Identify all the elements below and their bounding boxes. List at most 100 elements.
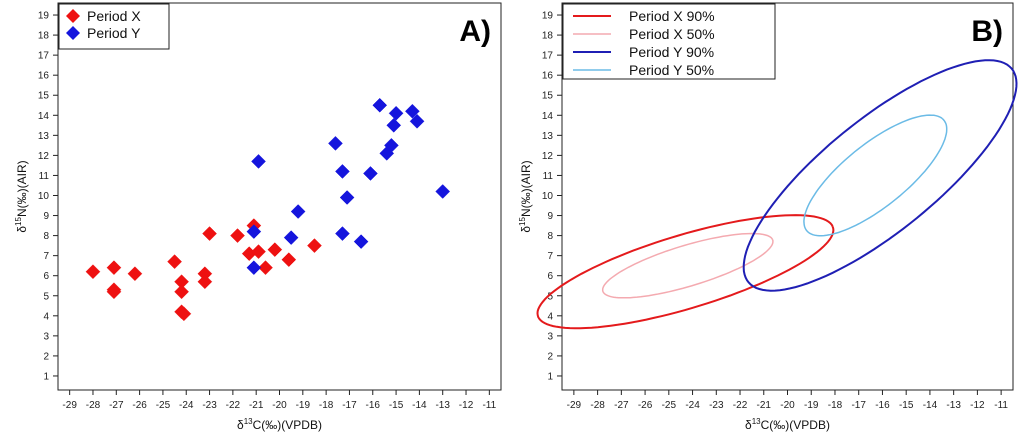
y-tick-label: 10 — [542, 191, 554, 202]
ellipse-period-y-50 — [803, 114, 948, 237]
x-tick-label: -27 — [614, 400, 629, 411]
scatter-point-period-y — [328, 136, 343, 151]
x-tick-label: -17 — [851, 400, 866, 411]
scatter-point-period-x — [281, 252, 297, 268]
x-tick-label: -25 — [156, 400, 171, 411]
x-axis-label-unit: C(‰)(VPDB) — [253, 418, 322, 432]
scatter-point-period-y — [335, 164, 350, 179]
x-tick-label: -29 — [62, 400, 77, 411]
y-tick-label: 3 — [43, 331, 49, 342]
scatter-point-period-x — [251, 244, 266, 259]
y-tick-label: 7 — [547, 251, 553, 262]
chart-panel-a: -29 -28 -27 -26 -25 -24 -23 -22 -21 -20 -19 -18 -17-… — [14, 2, 502, 432]
legend-item: Period Y 50% — [573, 62, 714, 78]
y-tick-label: 14 — [542, 111, 554, 122]
x-tick-label: -19 — [296, 400, 311, 411]
y-tick-label: 4 — [547, 311, 553, 322]
x-tick-label: -14 — [923, 400, 938, 411]
x-tick-label: -12 — [459, 400, 474, 411]
chart-panel-b: -29 -28 -27 -26 -25 -24 -23 -22 -21 -20 -19 -18 -17-… — [518, 2, 1018, 432]
legend-diamond-icon — [66, 9, 80, 23]
y-tick-label: 11 — [543, 171, 554, 182]
x-tick-label: -19 — [804, 400, 819, 411]
x-tick-label: -23 — [709, 400, 724, 411]
scatter-point-period-x — [127, 266, 143, 282]
legend-box — [58, 3, 170, 50]
scatter-point-period-y — [435, 184, 451, 199]
scatter-point-period-x — [267, 242, 283, 257]
x-tick-label: -12 — [970, 400, 985, 411]
y-tick-label: 1 — [43, 371, 49, 382]
x-tick-label: -18 — [319, 400, 334, 411]
scatter-point-period-y — [363, 166, 378, 181]
y-tick-label: 8 — [547, 231, 553, 242]
legend-label: Period X 90% — [629, 8, 715, 24]
y-tick-label: 19 — [542, 11, 554, 22]
y-tick-label: 18 — [38, 31, 50, 42]
x-tick-label: -11 — [482, 400, 496, 411]
scatter-point-period-y — [283, 230, 299, 245]
y-tick-label: 2 — [43, 351, 49, 362]
scatter-point-period-x — [197, 274, 213, 290]
scatter-point-period-y — [339, 190, 355, 205]
y-tick-label: 14 — [38, 111, 50, 122]
scatter-point-period-y — [409, 113, 425, 129]
legend-diamond-icon — [66, 26, 80, 40]
scatter-point-period-y — [384, 138, 399, 153]
x-tick-label: -13 — [435, 400, 450, 411]
legend-label: Period X — [87, 8, 141, 24]
x-tick-label: -26 — [638, 400, 653, 411]
x-tick-label: -17 — [342, 400, 357, 411]
y-tick-label: 5 — [547, 291, 553, 302]
x-axis-label: δ13C(‰)(VPDB) — [745, 417, 830, 432]
y-axis-label-superscript: 15 — [518, 216, 527, 225]
y-axis-label-superscript: 15 — [14, 216, 23, 225]
y-tick-label: 13 — [542, 131, 554, 142]
legend-item: Period Y 90% — [573, 44, 714, 60]
y-axis-label: δ15N(‰)(AIR) — [518, 160, 533, 232]
y-tick-label: 4 — [43, 311, 49, 322]
y-tick-label: 11 — [39, 171, 50, 182]
x-tick-label: -25 — [662, 400, 677, 411]
x-axis-label-prefix: δ — [745, 418, 752, 432]
y-tick-label: 16 — [38, 71, 50, 82]
scatter-point-period-y — [246, 260, 262, 276]
scatter-point-period-x — [202, 226, 217, 241]
x-tick-label: -18 — [828, 400, 843, 411]
x-tick-label: -22 — [226, 400, 241, 411]
y-axis-label-unit: N(‰)(AIR) — [15, 160, 29, 217]
scatter-point-period-y — [372, 97, 388, 113]
scatter-point-period-y — [353, 234, 369, 249]
x-tick-label: -29 — [567, 400, 582, 411]
y-tick-label: 18 — [542, 31, 554, 42]
x-tick-label: -20 — [780, 400, 795, 411]
scatter-point-period-x — [106, 284, 122, 300]
legend-label: Period Y 90% — [629, 44, 714, 60]
x-tick-label: -20 — [272, 400, 287, 411]
x-tick-label: -22 — [733, 400, 748, 411]
x-tick-label: -15 — [389, 400, 404, 411]
y-tick-label: 9 — [547, 211, 553, 222]
x-tick-label: -15 — [899, 400, 914, 411]
scatter-point-period-x — [106, 260, 122, 276]
scatter-point-period-y — [290, 204, 306, 219]
x-tick-label: -16 — [875, 400, 890, 411]
y-tick-label: 10 — [38, 191, 50, 202]
scatter-point-period-x — [174, 284, 189, 300]
scatter-point-period-x — [167, 254, 182, 270]
y-tick-label: 15 — [542, 91, 554, 102]
x-tick-label: -11 — [994, 400, 1008, 411]
y-tick-label: 6 — [43, 271, 49, 282]
y-tick-label: 1 — [547, 371, 553, 382]
x-axis-label-superscript: 13 — [752, 417, 761, 426]
y-axis-label: δ15N(‰)(AIR) — [14, 160, 29, 232]
panel-label: A) — [459, 15, 491, 48]
x-axis-label: δ13C(‰)(VPDB) — [237, 417, 322, 432]
y-tick-label: 19 — [38, 11, 50, 22]
legend-item: Period Y — [66, 25, 141, 41]
y-tick-label: 7 — [43, 251, 49, 262]
x-axis-label-unit: C(‰)(VPDB) — [761, 418, 830, 432]
scatter-point-period-y — [386, 117, 402, 133]
